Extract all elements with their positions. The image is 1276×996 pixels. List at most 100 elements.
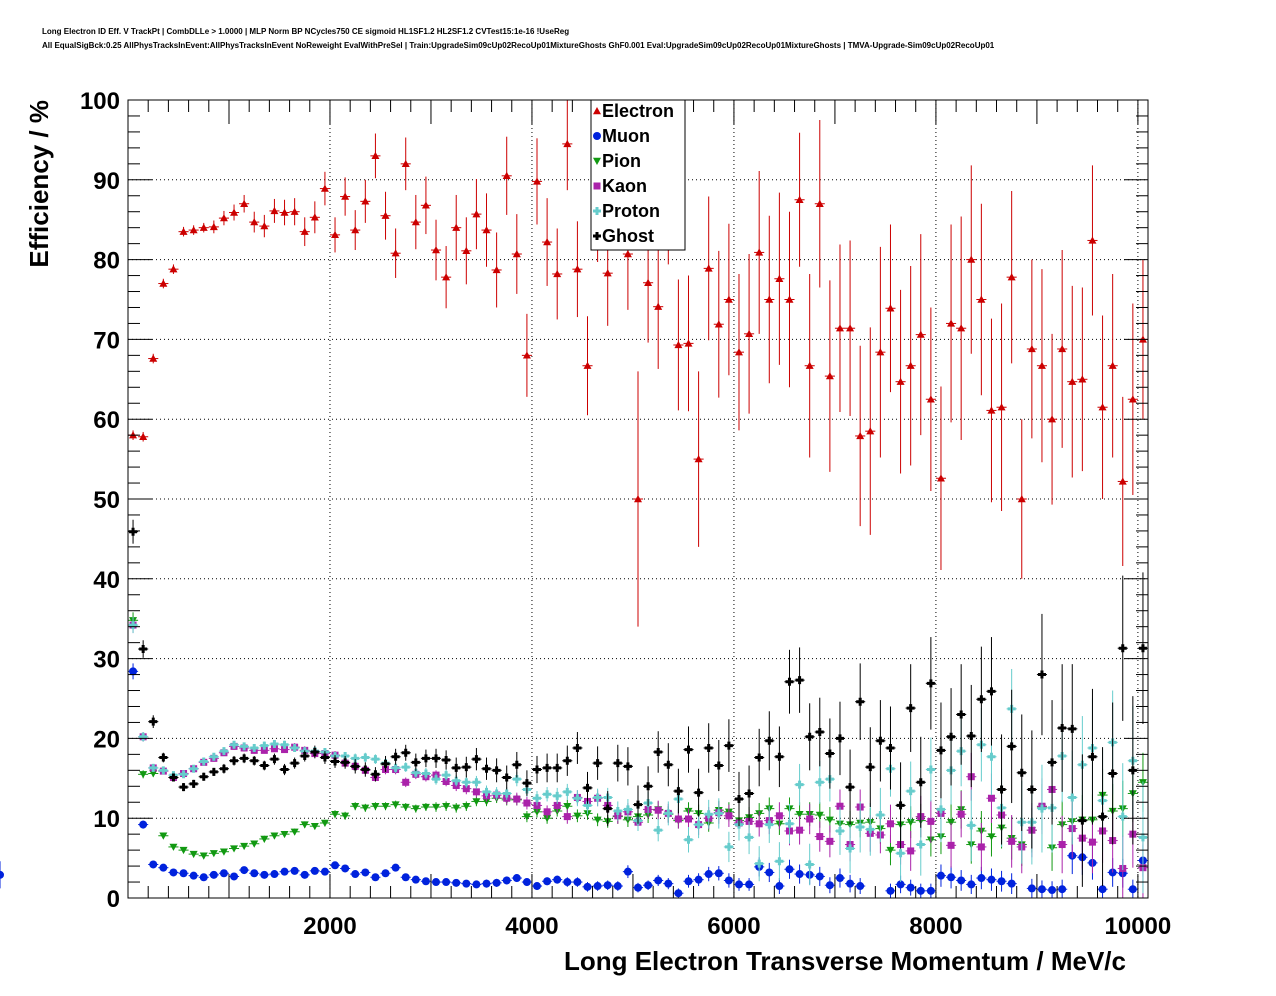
legend-label-kaon: Kaon (602, 176, 647, 196)
legend-label-muon: Muon (602, 126, 650, 146)
pion-point (351, 803, 360, 811)
pion-point (381, 803, 390, 811)
ghost-point (634, 800, 642, 809)
muon-point (694, 875, 703, 884)
electron-point (957, 324, 966, 332)
muon-point (825, 881, 834, 890)
electron-point (856, 431, 865, 440)
ghost-point (724, 741, 733, 750)
proton-point (916, 840, 925, 849)
electron-point (906, 361, 915, 369)
muon-point (936, 871, 945, 880)
electron-point (522, 351, 531, 359)
pion-point (472, 798, 481, 806)
kaon-point (563, 813, 571, 821)
electron-point (896, 377, 905, 385)
ghost-point (593, 759, 602, 768)
muon-point (957, 876, 966, 885)
ghost-point (442, 755, 451, 764)
proton-point (724, 842, 733, 851)
kaon-point (281, 746, 289, 754)
muon-point (139, 820, 148, 829)
muon-point (1007, 879, 1016, 888)
electron-point (250, 218, 259, 226)
muon-point (785, 865, 794, 874)
electron-point (634, 495, 642, 503)
pion-point (280, 830, 289, 839)
muon-point (543, 877, 552, 886)
proton-point (361, 753, 370, 762)
electron-point (442, 273, 451, 281)
ghost-point (866, 763, 875, 772)
y-tick-label: 90 (93, 168, 120, 195)
y-tick-label: 50 (93, 487, 120, 514)
pion-point (401, 803, 410, 812)
pion-point (563, 803, 572, 811)
ghost-point (522, 779, 531, 788)
proton-point (805, 860, 814, 869)
electron-point (209, 222, 218, 231)
muon-point (199, 873, 208, 882)
ghost-point (613, 759, 622, 768)
muon-point (674, 889, 683, 898)
proton-point (371, 755, 380, 764)
muon-point (714, 869, 723, 878)
muon-point (361, 868, 370, 877)
kaon-point (1058, 841, 1066, 849)
electron-point (815, 199, 824, 207)
pion-point (341, 812, 350, 820)
muon-point (189, 871, 198, 880)
muon-point (421, 877, 430, 886)
x-tick-label: 4000 (505, 913, 558, 940)
electron-point (139, 432, 148, 440)
electron-point (1058, 344, 1067, 353)
muon-point (381, 869, 390, 878)
proton-point (684, 835, 693, 844)
muon-point (159, 863, 168, 872)
proton-point (815, 778, 824, 787)
ghost-point (805, 732, 814, 741)
ghost-point (230, 756, 239, 765)
muon-point (179, 869, 188, 878)
electron-point (300, 227, 309, 235)
electron-point (674, 340, 683, 349)
electron-point (371, 151, 380, 160)
electron-point (341, 192, 350, 200)
proton-point (250, 743, 259, 752)
electron-point (1017, 495, 1026, 503)
ghost-point (694, 788, 703, 797)
muon-point (835, 874, 844, 883)
proton-point (512, 775, 521, 784)
kaon-point (1088, 838, 1096, 846)
legend-marker-pion (593, 157, 601, 165)
muon-point (623, 867, 632, 876)
muon-point (492, 878, 501, 887)
electron-point (694, 455, 703, 463)
y-tick-label: 100 (80, 88, 120, 115)
electron-point (533, 177, 542, 185)
pion-point (230, 845, 239, 853)
proton-point (129, 621, 138, 630)
axis-ticks (127, 99, 1148, 899)
muon-point (593, 882, 602, 891)
ghost-point (391, 752, 400, 761)
pion-point (947, 818, 956, 827)
electron-point (563, 139, 572, 148)
ghost-point (1118, 644, 1127, 653)
pion-point (240, 842, 249, 851)
kaon-point (755, 820, 763, 828)
electron-point (482, 226, 491, 234)
electron-point (320, 184, 329, 192)
electron-point (411, 218, 420, 226)
ghost-point (533, 765, 542, 774)
y-tick-label: 30 (93, 647, 120, 674)
proton-point (795, 780, 804, 789)
muon-point (522, 878, 531, 887)
ghost-point (159, 753, 168, 762)
electron-point (240, 199, 249, 207)
kaon-point (957, 810, 965, 818)
ghost-point (856, 697, 865, 706)
muon-point (644, 881, 653, 890)
ghost-point (846, 783, 855, 792)
pion-point (361, 804, 370, 812)
